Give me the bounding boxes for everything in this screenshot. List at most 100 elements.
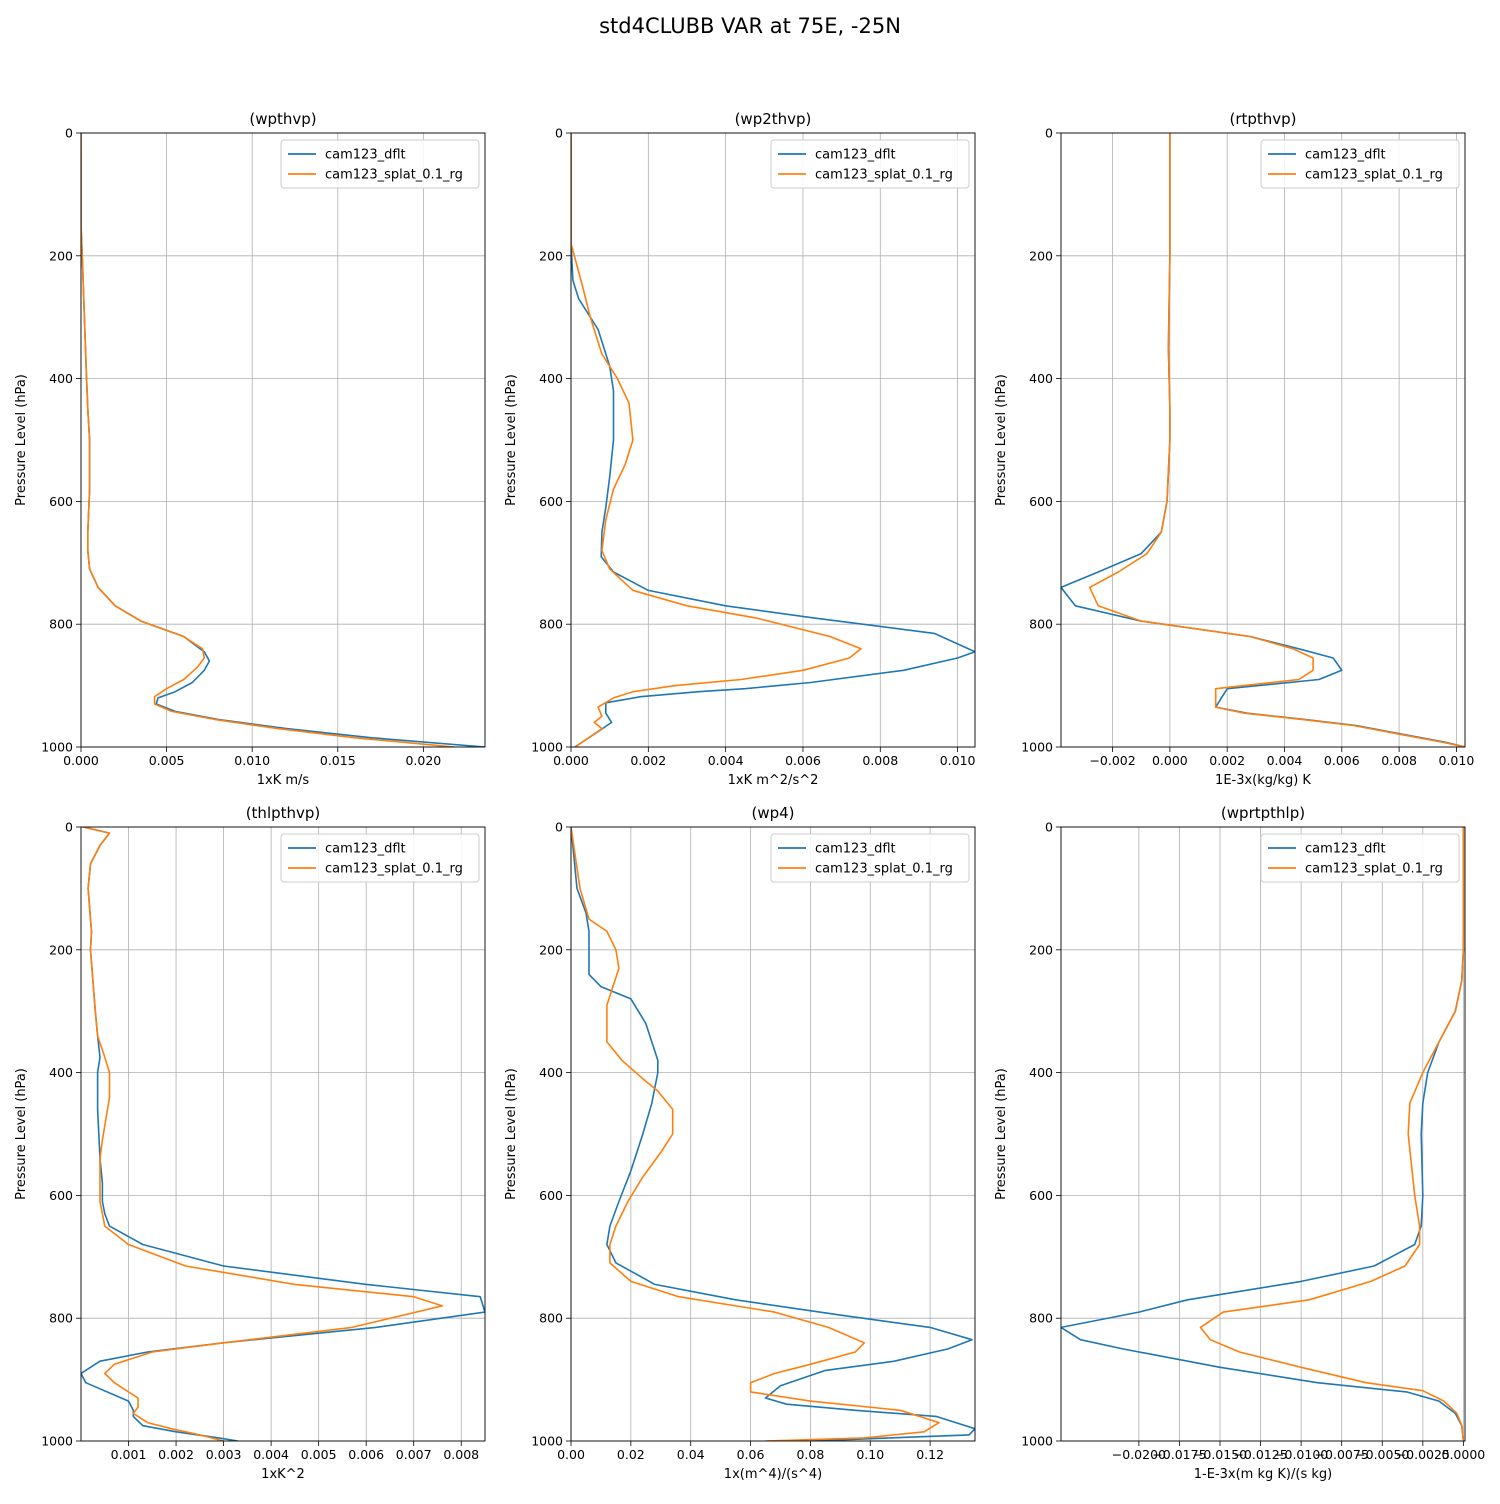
x-tick-label: 0.000: [63, 753, 99, 768]
x-tick-label: 0.005: [301, 1447, 337, 1462]
y-tick-label: 600: [539, 494, 563, 509]
y-axis-label: Pressure Level (hPa): [504, 1068, 519, 1200]
x-tick-label: −0.0175: [1152, 1447, 1206, 1462]
series-line-cam123_splat_0.1_rg: [571, 133, 862, 747]
y-tick-label: 0: [1045, 820, 1053, 835]
x-tick-label: 0.002: [158, 1447, 194, 1462]
y-tick-label: 1000: [1021, 740, 1053, 755]
subplot-title: (wpthvp): [249, 110, 316, 128]
y-tick-label: 1000: [531, 1434, 563, 1449]
y-tick-label: 400: [1029, 1065, 1053, 1080]
x-tick-label: 0.08: [796, 1447, 824, 1462]
legend-entry: cam123_dflt: [815, 842, 896, 857]
y-tick-label: 200: [539, 942, 563, 957]
x-tick-label: −0.0100: [1274, 1447, 1328, 1462]
x-tick-label: 0.006: [1324, 753, 1360, 768]
x-tick-label: 0.06: [737, 1447, 765, 1462]
legend-entry: cam123_splat_0.1_rg: [815, 168, 953, 183]
axes-frame: [570, 132, 976, 748]
legend-entry: cam123_splat_0.1_rg: [325, 862, 463, 877]
legend-entry: cam123_splat_0.1_rg: [1305, 862, 1443, 877]
x-tick-label: 0.008: [862, 753, 898, 768]
x-axis-label: 1-E-3x(m kg K)/(s kg): [1194, 1467, 1332, 1482]
x-axis-label: 1xK m^2/s^2: [728, 773, 819, 788]
y-tick-label: 600: [539, 1188, 563, 1203]
series-line-cam123_dflt: [81, 827, 485, 1441]
x-tick-label: 0.001: [111, 1447, 147, 1462]
x-tick-label: 0.004: [708, 753, 744, 768]
x-tick-label: 0.04: [677, 1447, 705, 1462]
axes-frame: [1060, 826, 1466, 1442]
subplot-4: 0.001 0.002 0.003 0.004 0.005 0.006 0.007 0.008…: [14, 804, 486, 1482]
y-tick-label: 400: [1029, 371, 1053, 386]
x-tick-label: 0.020: [405, 753, 441, 768]
y-tick-label: 800: [539, 617, 563, 632]
x-tick-label: 0.02: [617, 1447, 645, 1462]
figure-title: std4CLUBB VAR at 75E, -25N: [599, 14, 901, 38]
x-tick-label: −0.0200: [1112, 1447, 1166, 1462]
y-tick-label: 800: [49, 617, 73, 632]
axes-frame: [570, 826, 976, 1442]
series-line-cam123_splat_0.1_rg: [571, 827, 940, 1441]
y-tick-label: 200: [49, 248, 73, 263]
y-tick-label: 400: [539, 371, 563, 386]
x-tick-label: −0.0075: [1315, 1447, 1369, 1462]
y-tick-label: 600: [49, 1188, 73, 1203]
series-line-cam123_splat_0.1_rg: [1088, 133, 1465, 747]
series-line-cam123_dflt: [571, 827, 975, 1441]
x-tick-label: 0.006: [785, 753, 821, 768]
x-tick-label: −0.0150: [1193, 1447, 1247, 1462]
subplot-title: (wp2thvp): [735, 110, 812, 128]
legend-box: [770, 139, 970, 189]
x-tick-label: 0.000: [1152, 753, 1188, 768]
y-tick-label: 1000: [531, 740, 563, 755]
subplot-5: 0.00 0.02 0.04 0.06 0.08 0.10 0.12 0 200 400 600 80…: [504, 804, 976, 1482]
legend-box: [280, 139, 480, 189]
x-tick-label: 0.002: [630, 753, 666, 768]
x-tick-label: −0.0050: [1355, 1447, 1409, 1462]
y-tick-label: 800: [1029, 617, 1053, 632]
legend-entry: cam123_dflt: [325, 148, 406, 163]
y-tick-label: 0: [65, 126, 73, 141]
y-tick-label: 0: [555, 126, 563, 141]
legend-box: [280, 833, 480, 883]
x-tick-label: 0.002: [1209, 753, 1245, 768]
x-tick-label: 0.006: [348, 1447, 384, 1462]
x-tick-label: −0.0125: [1233, 1447, 1287, 1462]
x-tick-label: 0.000: [553, 753, 589, 768]
x-tick-label: 0.00: [557, 1447, 585, 1462]
subplot-1: 0.000 0.005 0.010 0.015 0.020 0 200 400 600 800 10…: [14, 110, 486, 788]
legend-box: [1260, 833, 1460, 883]
y-tick-label: 200: [539, 248, 563, 263]
legend-box: [1260, 139, 1460, 189]
subplot-3: −0.002 0.000 0.002 0.004 0.006 0.008 0.010 0 200…: [994, 110, 1474, 788]
legend-box: [770, 833, 970, 883]
y-tick-label: 400: [539, 1065, 563, 1080]
subplot-title: (rtpthvp): [1229, 110, 1296, 128]
y-tick-label: 600: [1029, 494, 1053, 509]
x-axis-label: 1x(m^4)/(s^4): [724, 1467, 822, 1482]
y-axis-label: Pressure Level (hPa): [994, 374, 1009, 506]
axes-frame: [80, 132, 486, 748]
y-tick-label: 1000: [1021, 1434, 1053, 1449]
x-tick-label: 0.10: [856, 1447, 884, 1462]
legend-entry: cam123_dflt: [1305, 842, 1386, 857]
x-axis-label: 1E-3x(kg/kg) K: [1215, 773, 1311, 788]
series-line-cam123_splat_0.1_rg: [1199, 827, 1465, 1441]
x-tick-label: 0.003: [206, 1447, 242, 1462]
subplot-6: −0.0200−0.0175−0.0150−0.0125−0.0100−0.00…: [994, 804, 1485, 1482]
series-line-cam123_dflt: [1061, 133, 1465, 747]
y-axis-label: Pressure Level (hPa): [504, 374, 519, 506]
subplot-2: 0.000 0.002 0.004 0.006 0.008 0.010 0 200 400 600…: [504, 110, 976, 788]
axes-frame: [80, 826, 486, 1442]
x-tick-label: 0.004: [1267, 753, 1303, 768]
legend-entry: cam123_splat_0.1_rg: [1305, 168, 1443, 183]
subplot-title: (wprtpthlp): [1221, 804, 1305, 822]
x-tick-label: 0.010: [940, 753, 976, 768]
subplot-title: (wp4): [751, 804, 794, 822]
y-axis-label: Pressure Level (hPa): [14, 1068, 29, 1200]
y-axis-label: Pressure Level (hPa): [994, 1068, 1009, 1200]
axes-frame: [1060, 132, 1466, 748]
